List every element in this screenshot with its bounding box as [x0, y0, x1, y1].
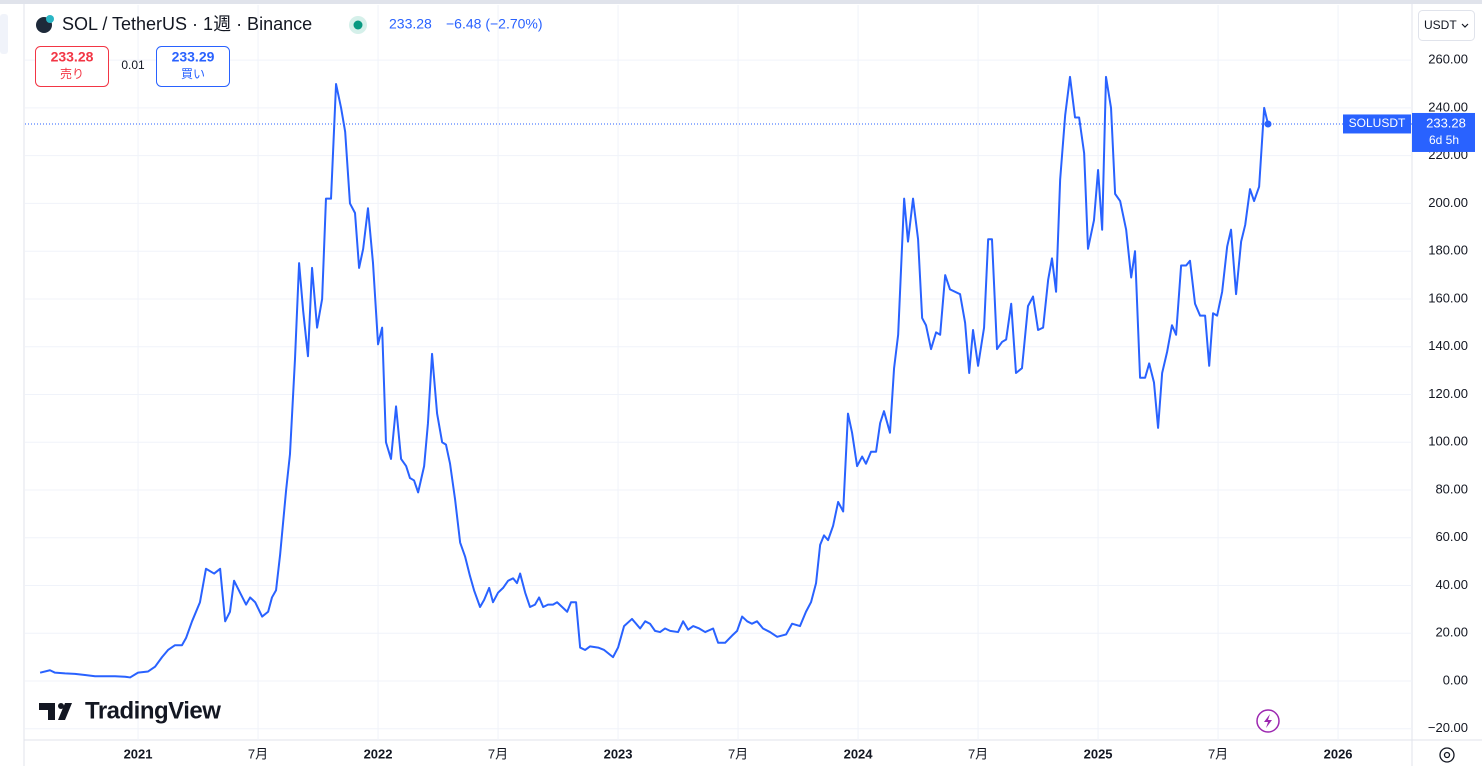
buy-price: 233.29	[172, 49, 215, 65]
y-tick-label: 240.00	[1428, 99, 1468, 114]
top-border	[0, 0, 1482, 4]
price-change: −6.48 (−2.70%)	[446, 16, 543, 32]
brand-logo	[39, 703, 72, 720]
symbol-title[interactable]: SOL / TetherUS · 1週 · Binance	[62, 14, 312, 34]
market-status[interactable]	[353, 20, 363, 30]
events-bolt	[1264, 714, 1272, 728]
x-tick-label: 7月	[968, 746, 988, 761]
symbol-tag	[1343, 114, 1411, 134]
spread: 0.01	[121, 58, 145, 72]
sell-label: 売り	[60, 66, 84, 81]
buy-label: 買い	[181, 67, 205, 81]
sell-button[interactable]	[35, 46, 109, 87]
y-tick-label: 80.00	[1435, 481, 1468, 496]
settings-icon[interactable]	[1439, 747, 1455, 763]
y-tick-label: 60.00	[1435, 529, 1468, 544]
sell-price: 233.28	[51, 49, 94, 65]
price-tag-countdown: 6d 5h	[1429, 133, 1459, 147]
y-tick-label: 100.00	[1428, 434, 1468, 449]
x-tick-label: 7月	[1208, 746, 1228, 761]
x-tick-label: 2025	[1084, 746, 1113, 761]
x-tick-label: 2024	[844, 746, 874, 761]
y-tick-label: 40.00	[1435, 577, 1468, 592]
buy-button[interactable]	[156, 46, 230, 87]
currency-label: USDT	[1424, 18, 1457, 32]
y-tick-label: 140.00	[1428, 338, 1468, 353]
price-tag-value: 233.28	[1426, 115, 1466, 130]
y-tick-label: 120.00	[1428, 386, 1468, 401]
last-point	[1264, 120, 1272, 128]
x-tick-label: 7月	[248, 746, 268, 761]
plot	[25, 75, 1412, 679]
x-tick-label: 7月	[488, 746, 508, 761]
y-tick-label: −20.00	[1428, 720, 1468, 735]
symbol-tag-label: SOLUSDT	[1349, 116, 1406, 130]
y-tick-label: 0.00	[1443, 672, 1468, 687]
x-tick-label: 2023	[604, 746, 633, 761]
x-tick-label: 7月	[728, 746, 748, 761]
x-tick-label: 2022	[364, 746, 393, 761]
dropdown-chevron	[1461, 23, 1469, 28]
exchange-logo	[46, 15, 54, 23]
brand-name: TradingView	[85, 697, 221, 724]
y-tick-label: 160.00	[1428, 290, 1468, 305]
y-tick-label: 200.00	[1428, 195, 1468, 210]
last-price: 233.28	[389, 16, 432, 32]
grid	[25, 5, 1412, 740]
price-tag	[1412, 112, 1475, 152]
y-tick-label: 260.00	[1428, 52, 1468, 67]
currency-dropdown[interactable]	[1418, 10, 1475, 41]
price-line	[39, 75, 1269, 679]
x-tick-label: 2026	[1324, 746, 1353, 761]
y-tick-label: 180.00	[1428, 243, 1468, 258]
y-tick-label: 20.00	[1435, 625, 1468, 640]
toolbar-button[interactable]	[0, 14, 8, 54]
settings-icon-core	[1443, 751, 1451, 759]
brand-logo-dot	[58, 703, 64, 709]
x-tick-label: 2021	[124, 746, 153, 761]
